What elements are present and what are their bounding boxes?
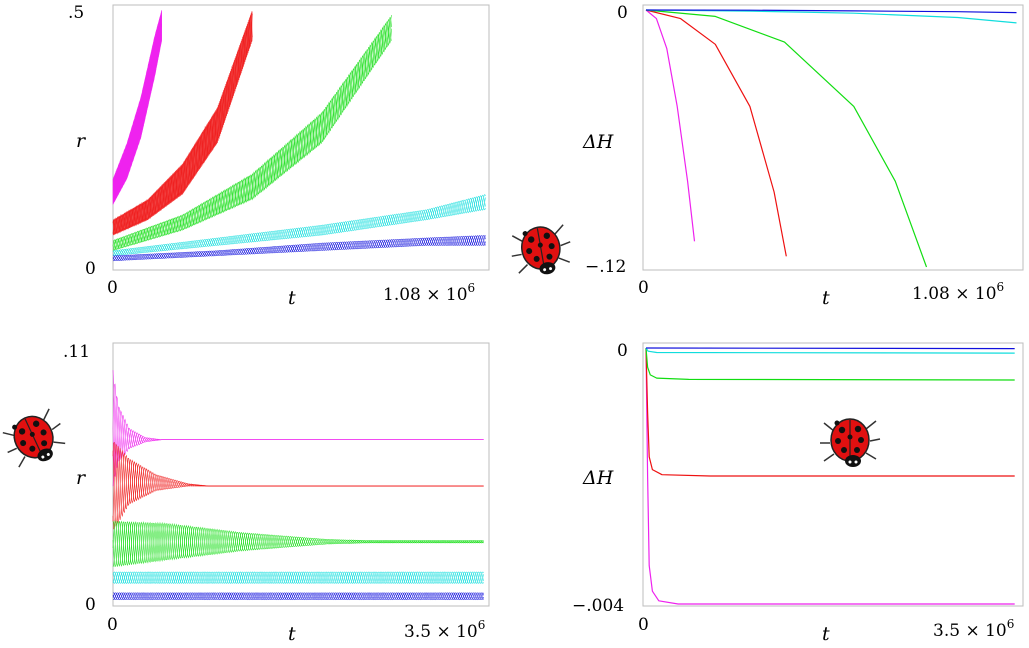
p4-ytick-bottom: −.004 bbox=[572, 596, 624, 616]
chart4-red-line bbox=[645, 347, 1015, 477]
chart3-green-strand bbox=[112, 520, 484, 567]
p4-xtick-end-mantissa: 3.5 × 10 bbox=[933, 621, 1007, 641]
p3-xtick-start: 0 bbox=[107, 615, 118, 635]
chart1-blue-strand bbox=[112, 235, 486, 261]
chart1-green-strand bbox=[112, 20, 392, 251]
chart4-green-line bbox=[645, 347, 1015, 381]
chart1-series-green bbox=[112, 15, 392, 251]
chart3-cyan-strand bbox=[112, 571, 484, 584]
panel-2-frame bbox=[642, 4, 1024, 271]
p4-ylabel: ΔH bbox=[582, 467, 614, 489]
chart4-series-blue bbox=[645, 347, 1015, 350]
chart2-series-magenta bbox=[645, 9, 696, 242]
chart3-series-cyan bbox=[112, 571, 484, 585]
chart3-series-red bbox=[112, 441, 484, 530]
chart3-magenta-strand bbox=[112, 406, 484, 477]
chart4-series-magenta bbox=[645, 347, 1015, 605]
chart3-cyan-strand bbox=[112, 571, 484, 585]
chart4-series-red bbox=[645, 347, 1015, 477]
chart3-series-magenta bbox=[112, 370, 484, 487]
chart3-series-blue bbox=[112, 592, 484, 601]
chart2-green-line bbox=[645, 9, 928, 268]
p1-xtick-end: 1.08 × 106 bbox=[383, 281, 475, 305]
chart2-series-green bbox=[645, 9, 928, 268]
p2-xtick-start: 0 bbox=[638, 278, 649, 298]
p4-ytick-top: 0 bbox=[617, 341, 628, 361]
chart3-red-strand bbox=[112, 441, 484, 524]
p1-ytick-bottom: 0 bbox=[85, 259, 96, 279]
chart-marks bbox=[112, 9, 1017, 605]
p2-xtick-end-exp: 6 bbox=[997, 280, 1005, 294]
p1-xtick-end-mantissa: 1.08 × 10 bbox=[383, 285, 468, 305]
p4-xtick-end: 3.5 × 106 bbox=[933, 617, 1014, 641]
chart1-cyan-strand bbox=[112, 193, 486, 256]
p3-xtick-end-mantissa: 3.5 × 10 bbox=[404, 622, 478, 642]
p1-xtick-end-exp: 6 bbox=[468, 281, 476, 295]
p1-xlabel: t bbox=[288, 287, 296, 309]
chart4-magenta-line bbox=[645, 347, 1015, 605]
chart3-green-strand bbox=[112, 521, 484, 568]
panel-3-frame bbox=[112, 342, 490, 607]
chart1-series-blue bbox=[112, 235, 486, 262]
chart3-blue-strand bbox=[112, 592, 484, 601]
p2-xlabel: t bbox=[822, 287, 830, 309]
chart1-cyan-strand bbox=[112, 195, 486, 256]
chart1-series-red bbox=[112, 11, 253, 236]
ladybug-icon bbox=[0, 404, 73, 475]
ladybug-icon bbox=[506, 221, 576, 281]
chart3-cyan-strand bbox=[112, 571, 484, 584]
chart3-green-strand bbox=[112, 519, 484, 567]
chart1-green-strand bbox=[112, 17, 392, 250]
panel-1-frame bbox=[112, 4, 490, 271]
chart2-series-blue bbox=[645, 9, 1017, 14]
p4-xtick-start: 0 bbox=[638, 615, 649, 635]
chart1-red-strand bbox=[112, 14, 253, 236]
chart4-cyan-line bbox=[645, 347, 1015, 354]
chart3-magenta-strand bbox=[112, 396, 484, 487]
chart1-magenta-strand bbox=[112, 10, 162, 205]
chart2-red-line bbox=[645, 9, 787, 257]
chart3-red-strand bbox=[112, 445, 484, 530]
ladybug-icon bbox=[819, 418, 881, 468]
chart3-blue-strand bbox=[112, 592, 484, 601]
chart4-series-green bbox=[645, 347, 1015, 381]
p3-ytick-bottom: 0 bbox=[85, 595, 96, 615]
p2-ylabel: ΔH bbox=[582, 131, 614, 153]
p3-xtick-end-exp: 6 bbox=[478, 618, 486, 632]
chart1-red-strand bbox=[112, 11, 253, 235]
p3-ylabel: r bbox=[76, 467, 87, 489]
chart1-cyan-strand bbox=[112, 194, 486, 256]
chart2-magenta-line bbox=[645, 9, 696, 242]
chart1-series-magenta bbox=[112, 10, 162, 205]
chart3-series-green bbox=[112, 519, 484, 568]
p2-ytick-top: 0 bbox=[617, 3, 628, 23]
p3-xtick-end: 3.5 × 106 bbox=[404, 618, 485, 642]
chart3-red-strand bbox=[112, 443, 484, 522]
chart1-series-cyan bbox=[112, 193, 486, 256]
chart2-series-red bbox=[645, 9, 787, 257]
p3-ytick-top: .11 bbox=[63, 342, 90, 362]
p2-xtick-end: 1.08 × 106 bbox=[912, 280, 1004, 304]
chart3-red-strand bbox=[112, 448, 484, 527]
chart1-green-strand bbox=[112, 15, 392, 251]
chart1-blue-strand bbox=[112, 235, 486, 261]
p2-ytick-bottom: −.12 bbox=[585, 257, 626, 277]
p3-xlabel: t bbox=[288, 623, 296, 645]
chart3-magenta-strand bbox=[112, 383, 484, 462]
panel-4-frame bbox=[642, 342, 1024, 607]
p4-xtick-end-exp: 6 bbox=[1007, 617, 1015, 631]
p2-xtick-end-mantissa: 1.08 × 10 bbox=[912, 284, 997, 304]
p4-xlabel: t bbox=[822, 623, 830, 645]
chart4-series-cyan bbox=[645, 347, 1015, 354]
chart4-blue-line bbox=[645, 347, 1015, 350]
p1-xtick-start: 0 bbox=[107, 278, 118, 298]
chart3-magenta-strand bbox=[112, 370, 484, 469]
p1-ylabel: r bbox=[76, 130, 87, 152]
p1-ytick-top: .5 bbox=[68, 3, 84, 23]
chart2-blue-line bbox=[645, 9, 1017, 14]
